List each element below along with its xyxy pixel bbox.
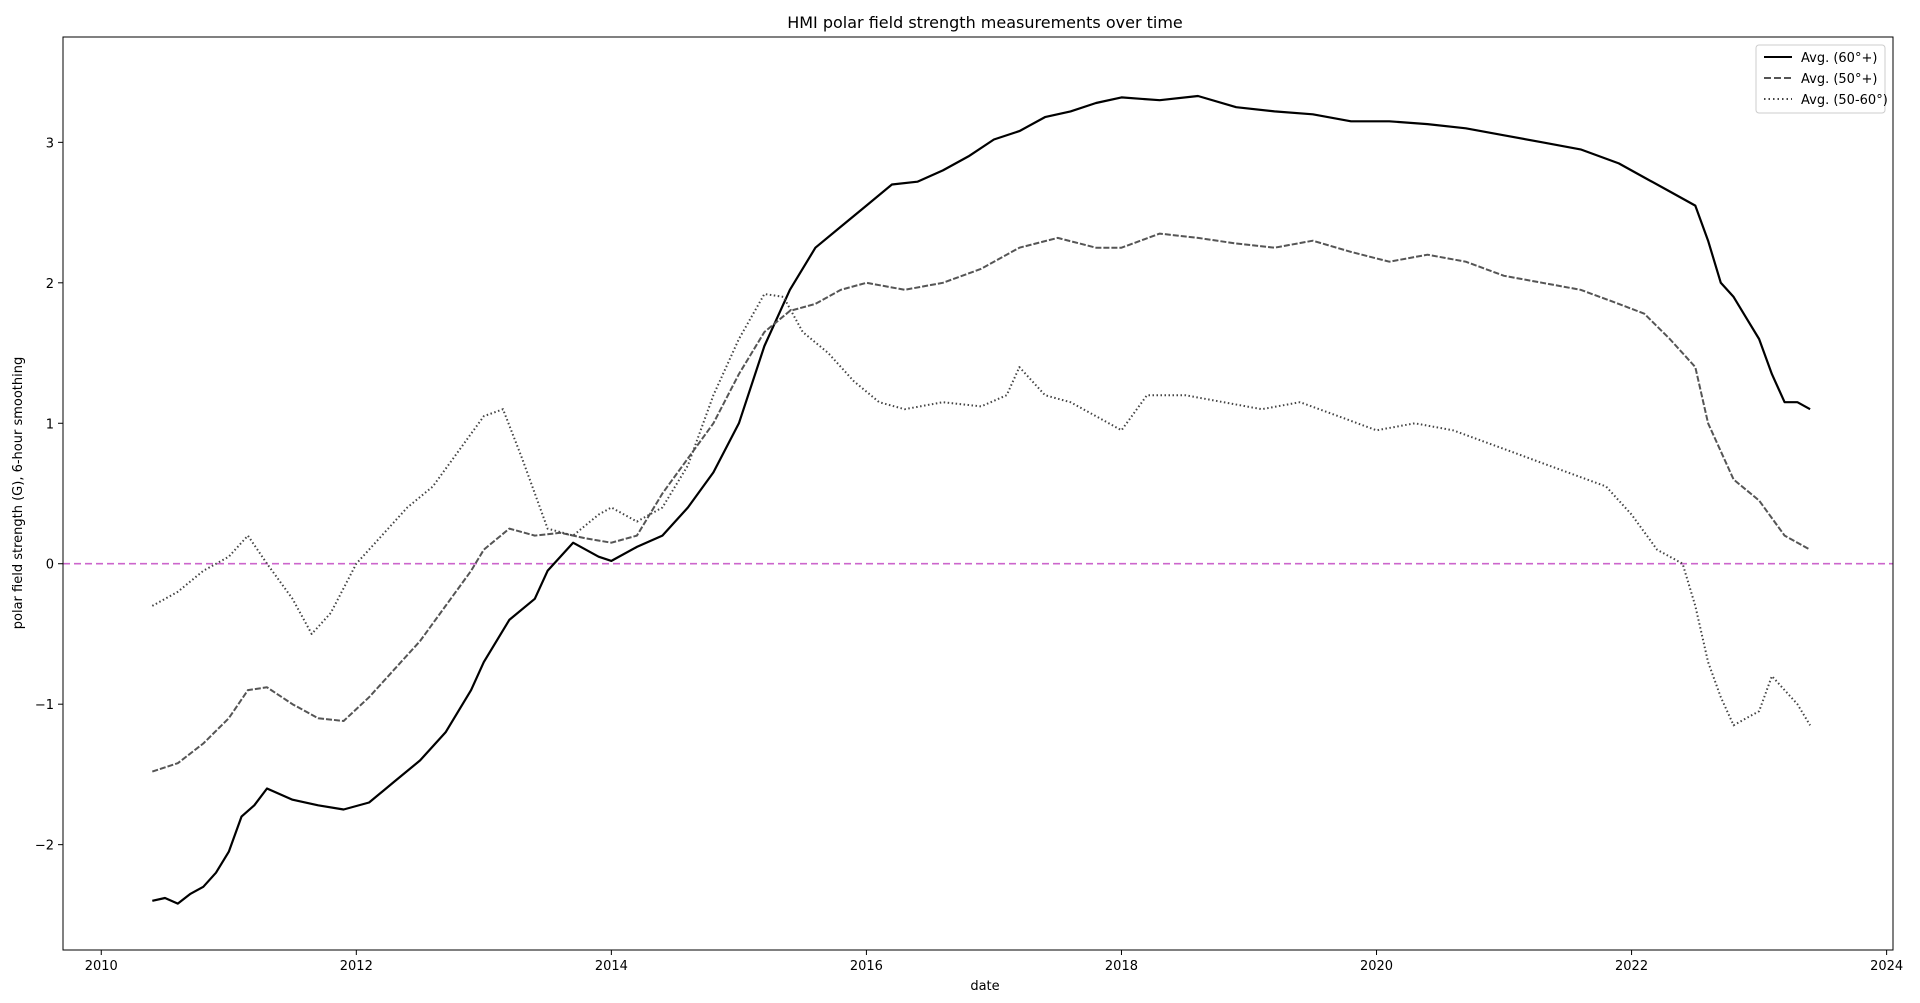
- series-line-50to60: [151, 293, 1811, 727]
- x-tick-label-2014: 2014: [595, 959, 628, 974]
- y-axis: −2 −1 0 1 2 3: [35, 136, 63, 854]
- legend-label-50to60: Avg. (50-60°): [1801, 93, 1888, 108]
- x-tick-label-2010: 2010: [85, 959, 118, 974]
- axes-frame: [62, 36, 1894, 951]
- x-axis-label: date: [970, 979, 999, 994]
- x-tick-label-2018: 2018: [1105, 959, 1138, 974]
- y-tick-label-2: 2: [46, 277, 54, 292]
- y-tick-label-1: 1: [46, 417, 54, 432]
- x-axis: 2010 2012 2014 2016 2018 2020 2022 2024: [85, 950, 1903, 974]
- x-tick-label-2024: 2024: [1870, 959, 1903, 974]
- y-tick-label-3: 3: [46, 136, 54, 151]
- series-line-60plus: [152, 94, 1811, 905]
- series-line-50plus: [151, 232, 1811, 773]
- legend-label-50plus: Avg. (50°+): [1801, 72, 1877, 87]
- y-tick-label--1: −1: [35, 698, 54, 713]
- y-tick-label--2: −2: [35, 839, 54, 854]
- x-tick-label-2020: 2020: [1360, 959, 1393, 974]
- y-axis-label: polar field strength (G), 6-hour smoothi…: [11, 357, 26, 629]
- chart-title: HMI polar field strength measurements ov…: [787, 13, 1183, 32]
- legend: Avg. (60°+) Avg. (50°+) Avg. (50-60°): [1755, 44, 1888, 114]
- legend-label-60plus: Avg. (60°+): [1801, 51, 1877, 66]
- plot-area: [63, 94, 1893, 905]
- x-tick-label-2016: 2016: [850, 959, 883, 974]
- x-tick-label-2012: 2012: [340, 959, 373, 974]
- x-tick-label-2022: 2022: [1615, 959, 1648, 974]
- legend-box: [1755, 44, 1886, 114]
- y-tick-label-0: 0: [46, 558, 54, 573]
